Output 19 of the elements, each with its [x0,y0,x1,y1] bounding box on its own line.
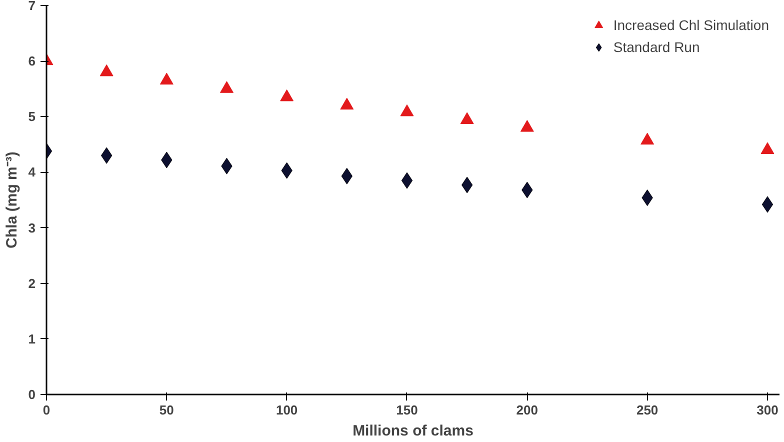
x-tick-label: 100 [276,402,298,418]
y-tick-label: 2 [28,276,36,291]
x-tick-label: 0 [42,402,50,418]
y-tick-label: 4 [28,164,36,180]
legend-label: Standard Run [613,39,700,55]
legend-label: Increased Chl Simulation [613,17,769,33]
x-axis-title: Millions of clams [352,422,474,440]
y-tick-label: 6 [28,54,36,69]
x-tick-label: 150 [396,402,418,418]
y-tick-label: 0 [28,387,36,402]
x-tick-label: 200 [516,402,538,418]
x-tick-label: 300 [756,402,778,418]
y-tick-label: 7 [28,0,36,13]
y-tick-label: 3 [28,220,36,236]
y-tick-label: 1 [28,331,36,346]
y-tick-label: 5 [28,109,36,124]
x-tick-label: 250 [636,402,658,418]
y-axis-title: Chla (mg m⁻³) [3,152,20,248]
x-tick-label: 50 [159,402,174,418]
